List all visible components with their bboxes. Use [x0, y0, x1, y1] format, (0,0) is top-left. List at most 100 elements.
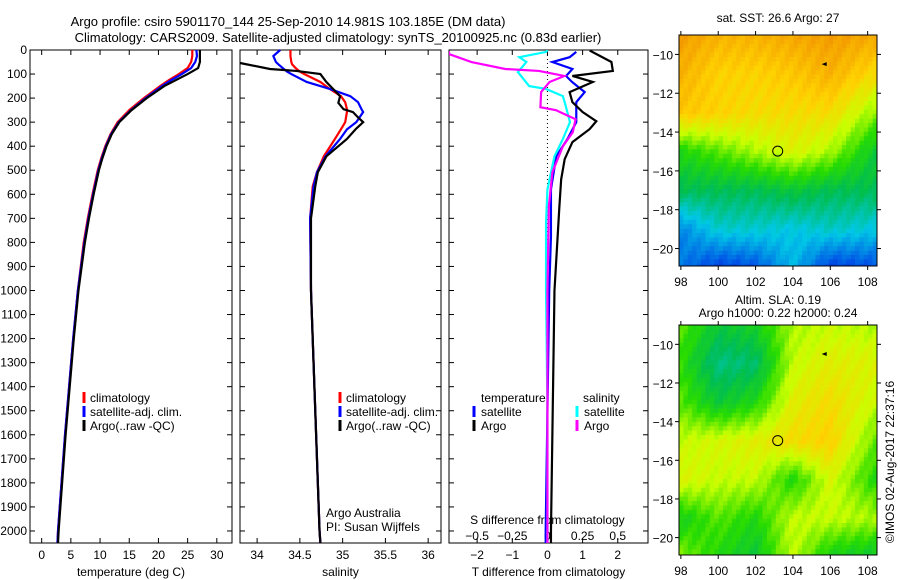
map-cell: [793, 215, 799, 221]
map-cell: [793, 492, 799, 497]
map-cell: [833, 373, 838, 379]
map-cell: [723, 518, 728, 524]
map-cell: [872, 92, 878, 97]
map-cell: [679, 483, 684, 489]
map-cell: [749, 255, 755, 260]
map-cell: [731, 373, 737, 379]
map-cell: [828, 105, 834, 111]
map-cell: [718, 96, 724, 102]
map-cell: [868, 338, 873, 343]
map-cell: [687, 39, 693, 45]
map-cell: [718, 399, 724, 405]
map-cell: [762, 39, 768, 45]
map-cell: [872, 536, 878, 541]
map-cell: [789, 395, 794, 401]
map-cell: [767, 158, 772, 163]
map-cell: [828, 61, 834, 67]
map-cell: [767, 540, 772, 546]
map-cell: [709, 211, 715, 216]
map-cell: [793, 347, 799, 352]
map-cell: [767, 430, 772, 436]
map-cell: [731, 167, 737, 172]
map-cell: [841, 487, 847, 493]
map-cell: [872, 65, 878, 71]
map-cell: [846, 536, 851, 541]
map-cell: [872, 219, 878, 225]
map-cell: [696, 360, 702, 365]
map-cell: [740, 123, 746, 128]
map-cell: [797, 202, 803, 207]
map-cell: [714, 342, 719, 348]
map-cell: [802, 518, 807, 524]
map-cell: [833, 461, 838, 467]
map-cell: [679, 250, 684, 256]
depth-tick-label: 500: [7, 163, 27, 177]
map-cell: [850, 211, 856, 216]
map-cell: [850, 338, 856, 343]
map-cell: [841, 518, 847, 524]
map-cell: [701, 43, 706, 49]
map-cell: [740, 167, 746, 172]
map-cell: [863, 259, 869, 265]
map-cell: [753, 496, 759, 502]
map-cell: [841, 479, 847, 484]
map-cell: [846, 162, 851, 168]
sst-map-frame: [678, 34, 878, 267]
map-cell: [771, 228, 777, 234]
map-cell: [740, 48, 746, 53]
map-cell: [793, 351, 799, 357]
map-cell: [797, 426, 803, 431]
map-cell: [758, 127, 763, 133]
map-cell: [723, 175, 728, 181]
map-cell: [784, 364, 790, 370]
map-cell: [749, 505, 755, 511]
map-cell: [731, 123, 737, 128]
map-cell: [775, 131, 781, 137]
map-cell: [789, 369, 794, 374]
map-cell: [863, 87, 869, 93]
map-cell: [696, 364, 702, 370]
map-cell: [736, 74, 741, 80]
map-cell: [802, 167, 807, 172]
map-cell: [850, 65, 856, 71]
map-cell: [811, 180, 816, 185]
map-cell: [850, 52, 856, 58]
map-cell: [753, 448, 759, 453]
map-cell: [868, 413, 873, 418]
map-cell: [731, 483, 737, 489]
map-cell: [679, 333, 684, 339]
map-cell: [714, 457, 719, 462]
map-cell: [811, 395, 816, 401]
map-cell: [679, 131, 684, 137]
map-cell: [696, 452, 702, 458]
map-cell: [841, 474, 847, 480]
map-cell: [833, 492, 838, 497]
map-cell: [758, 325, 763, 330]
map-cell: [745, 52, 750, 58]
map-cell: [775, 435, 781, 440]
map-cell: [806, 171, 812, 177]
map-cell: [705, 48, 711, 53]
map-cell: [850, 395, 856, 401]
map-cell: [793, 131, 799, 137]
map-cell: [863, 158, 869, 163]
map-cell: [740, 536, 746, 541]
map-cell: [683, 369, 689, 374]
map-cell: [863, 492, 869, 497]
map-cell: [749, 105, 755, 111]
map-cell: [758, 404, 763, 409]
map-cell: [846, 391, 851, 396]
map-cell: [753, 443, 759, 449]
map-cell: [802, 70, 807, 75]
map-cell: [802, 483, 807, 489]
map-cell: [855, 61, 860, 67]
map-cell: [740, 474, 746, 480]
map-cell: [731, 162, 737, 168]
map-cell: [846, 224, 851, 229]
map-cell: [815, 109, 821, 115]
map-cell: [833, 255, 838, 260]
map-cell: [846, 399, 851, 405]
map-cell: [780, 448, 785, 453]
map-cell: [701, 215, 706, 221]
map-cell: [811, 443, 816, 449]
